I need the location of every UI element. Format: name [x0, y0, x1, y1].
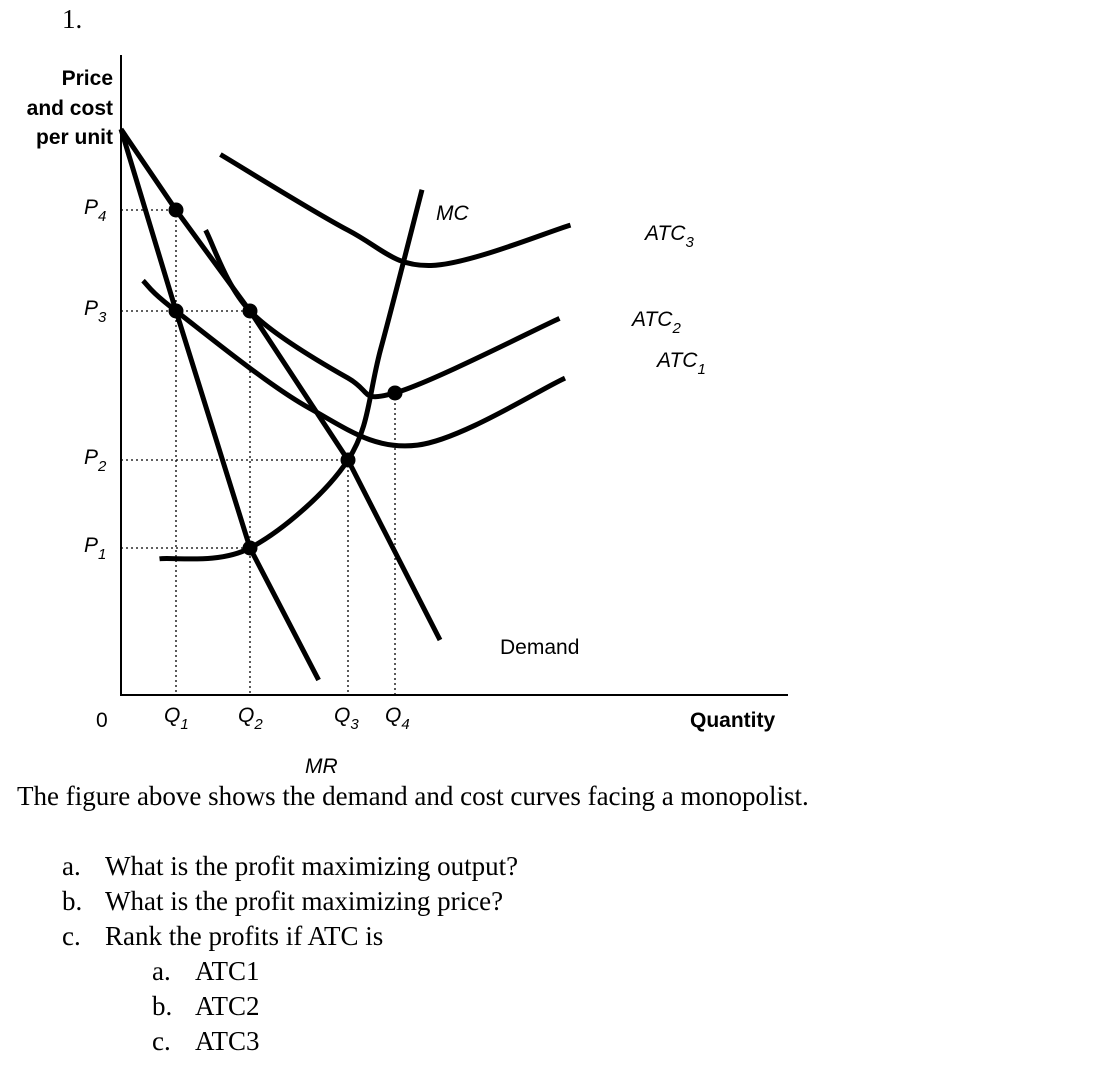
question-marker: b.: [62, 886, 83, 916]
sub-question-item: b. ATC2: [152, 989, 260, 1024]
question-item: b. What is the profit maximizing price?: [62, 884, 518, 919]
label-mr: MR: [305, 755, 338, 778]
curve-atc2: [203, 228, 561, 400]
intersection-dot: [242, 540, 258, 556]
intersection-dot: [340, 452, 356, 468]
intersection-dot: [242, 303, 258, 319]
curve-demand: [118, 127, 443, 642]
sub-question-marker: b.: [152, 991, 173, 1021]
y-tick-label-p2: P2: [84, 446, 107, 475]
curves: [118, 127, 572, 682]
monopolist-cost-curves-chart: Price and cost per unit P4 P3 P2 P1 Q1 Q2 Q3 Q4…: [27, 55, 788, 778]
sub-question-text: ATC2: [195, 991, 260, 1021]
intersection-dot: [168, 303, 184, 319]
question-text: What is the profit maximizing price?: [105, 886, 504, 916]
question-marker: a.: [62, 851, 81, 881]
y-tick-label-p1: P1: [84, 534, 106, 563]
label-demand: Demand: [500, 636, 579, 659]
sub-question-list: a. ATC1 b. ATC2 c. ATC3: [152, 954, 260, 1059]
origin-label: 0: [96, 709, 108, 732]
label-atc1: ATC1: [655, 349, 706, 378]
x-axis-title: Quantity: [690, 709, 775, 732]
label-mc: MC: [436, 202, 469, 225]
sub-question-text: ATC3: [195, 1026, 260, 1056]
x-tick-label-q3: Q3: [334, 704, 359, 733]
curve-mr: [118, 128, 321, 682]
sub-question-marker: a.: [152, 956, 171, 986]
figure-caption: The figure above shows the demand and co…: [17, 781, 809, 811]
tick-labels: P4 P3 P2 P1 Q1 Q2 Q3 Q4: [84, 196, 410, 733]
question-number: 1.: [62, 4, 83, 34]
axes: [120, 55, 788, 696]
question-list: a. What is the profit maximizing output?…: [62, 849, 518, 954]
label-atc2: ATC2: [630, 308, 681, 337]
intersection-dot: [387, 385, 403, 401]
sub-question-item: a. ATC1: [152, 954, 260, 989]
x-tick-label-q1: Q1: [164, 704, 189, 733]
sub-question-text: ATC1: [195, 956, 260, 986]
x-tick-label-q4: Q4: [385, 704, 410, 733]
curve-labels: MC ATC3 ATC2 ATC1 Demand MR: [305, 202, 706, 778]
question-marker: c.: [62, 921, 81, 951]
y-axis-title-line-3: per unit: [36, 126, 113, 149]
label-atc3: ATC3: [643, 222, 694, 251]
sub-question-marker: c.: [152, 1026, 171, 1056]
y-tick-label-p4: P4: [84, 196, 106, 225]
sub-question-item: c. ATC3: [152, 1024, 260, 1059]
curve-atc1: [141, 278, 567, 449]
intersection-points: [168, 202, 403, 556]
x-tick-label-q2: Q2: [238, 704, 263, 733]
y-tick-label-p3: P3: [84, 297, 107, 326]
question-item: a. What is the profit maximizing output?: [62, 849, 518, 884]
question-text: What is the profit maximizing output?: [105, 851, 519, 881]
question-text: Rank the profits if ATC is: [105, 921, 384, 951]
curve-atc3: [219, 152, 572, 269]
question-item: c. Rank the profits if ATC is: [62, 919, 518, 954]
y-axis-title-line-1: Price: [62, 67, 113, 90]
y-axis-title-line-2: and cost: [27, 97, 113, 120]
intersection-dot: [168, 202, 184, 218]
